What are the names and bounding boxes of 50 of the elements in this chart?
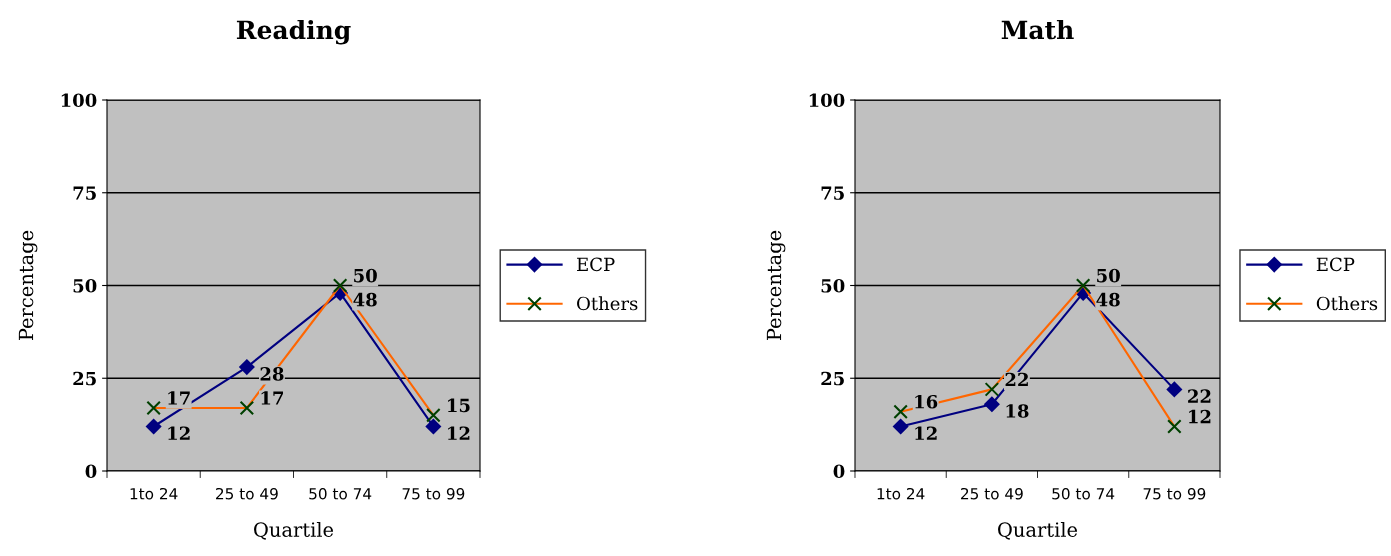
point xyxy=(1166,381,1183,398)
y-axis-title: Percentage xyxy=(18,230,38,341)
point xyxy=(239,359,255,375)
y-tick-label: 75 xyxy=(73,186,96,200)
point xyxy=(145,418,162,435)
data-label: 17 xyxy=(168,391,190,405)
data-label: 48 xyxy=(1096,292,1120,307)
legend-label: ECP xyxy=(577,257,615,272)
x-tick-label: 1to 24 xyxy=(877,487,925,500)
point xyxy=(892,418,909,435)
data-label: 12 xyxy=(915,426,937,440)
legend-label: ECP xyxy=(1316,257,1355,272)
legend-label: Others xyxy=(577,296,638,311)
chart-title: Math xyxy=(1001,19,1074,40)
y-tick-label: 0 xyxy=(85,464,97,479)
x-tick-label: 1to 24 xyxy=(130,487,178,500)
y-tick-label: 0 xyxy=(833,464,845,479)
y-tick-label: 100 xyxy=(61,93,97,108)
x-tick-label: 75 to 99 xyxy=(1143,487,1206,500)
y-tick-label: 25 xyxy=(821,371,844,386)
data-label: 12 xyxy=(448,426,470,440)
data-label: 18 xyxy=(1006,404,1029,418)
point xyxy=(984,396,1000,412)
data-label: 15 xyxy=(448,398,470,413)
x-axis-title: Quartile xyxy=(998,521,1078,540)
y-tick-label: 25 xyxy=(73,371,96,386)
y-axis-title: Percentage xyxy=(766,230,786,341)
data-label: 16 xyxy=(915,394,938,409)
chart-title: Reading xyxy=(236,19,351,45)
y-tick-label: 50 xyxy=(821,278,845,293)
data-label: 50 xyxy=(1097,268,1120,283)
legend-label: Others xyxy=(1316,296,1378,311)
y-tick-label: 75 xyxy=(821,186,844,200)
data-label: 22 xyxy=(1005,372,1028,387)
data-label: 28 xyxy=(260,367,284,381)
y-tick-label: 100 xyxy=(809,93,845,108)
data-label: 22 xyxy=(1188,389,1211,403)
point xyxy=(425,418,442,435)
x-tick-label: 25 to 49 xyxy=(216,487,278,500)
data-label: 48 xyxy=(353,292,377,307)
x-tick-label: 25 to 49 xyxy=(961,487,1023,500)
data-label: 12 xyxy=(168,426,190,440)
x-tick-label: 50 to 74 xyxy=(309,487,372,500)
y-tick-label: 50 xyxy=(73,278,97,293)
x-tick-label: 50 to 74 xyxy=(1052,487,1115,500)
data-label: 12 xyxy=(1189,409,1211,424)
x-axis-title: Quartile xyxy=(254,521,334,540)
data-label: 50 xyxy=(354,268,377,283)
data-label: 17 xyxy=(261,391,283,405)
x-tick-label: 75 to 99 xyxy=(402,487,465,500)
